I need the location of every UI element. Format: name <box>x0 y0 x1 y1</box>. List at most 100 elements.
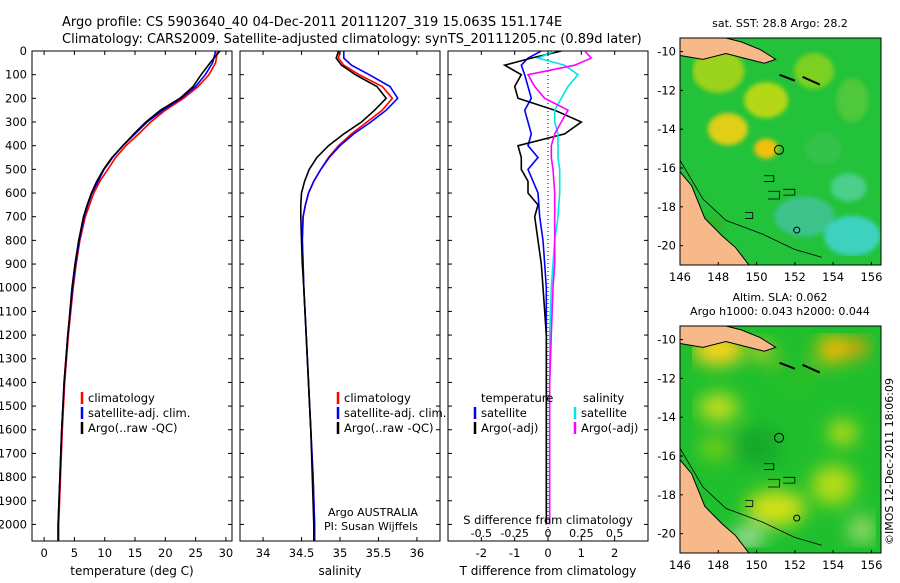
sst-map-axes: 146 148 150 152 154 156 -10 -12 -14 -16 -18 -20 <box>657 45 882 284</box>
map-color-patch <box>848 337 869 358</box>
secondary-marker <box>793 226 801 234</box>
island <box>779 361 796 370</box>
map-x-tick-label: 146 <box>669 558 691 572</box>
profile-temperature-0 <box>57 51 219 541</box>
temperature-legend: climatology satellite-adj. clim. Argo(..… <box>80 391 190 435</box>
map-color-patch <box>744 82 789 119</box>
sst-map-frame <box>679 37 882 266</box>
sla-map <box>680 326 881 553</box>
map-color-patch <box>824 215 881 256</box>
x-tick-label: 0 <box>544 546 551 560</box>
map-color-patch <box>707 113 748 146</box>
reef-outline <box>768 190 780 200</box>
x-tick-label: 2 <box>611 546 618 560</box>
depth-tick-label: 1800 <box>0 470 27 484</box>
temperature-profile-lines <box>57 51 221 541</box>
map-color-patch <box>698 393 739 422</box>
new-guinea-land <box>680 326 777 352</box>
sla-map-axes: 146 148 150 152 154 156 -10 -12 -14 -16 -18 -20 <box>657 333 882 572</box>
depth-tick-label: 100 <box>5 68 27 82</box>
map-color-patch <box>745 490 806 527</box>
map-color-patch <box>836 78 869 123</box>
depth-tick-label: 1300 <box>0 352 27 366</box>
map-y-tick-label: -20 <box>657 239 676 253</box>
temperature-xlabel: temperature (deg C) <box>70 564 193 578</box>
sal-legend-argo: Argo(..raw -QC) <box>344 421 434 435</box>
map-x-tick-label: 150 <box>746 270 768 284</box>
map-x-tick-label: 148 <box>707 558 729 572</box>
argo-position-marker <box>774 432 785 443</box>
profile-differences-1 <box>502 51 583 525</box>
map-y-tick-label: -12 <box>657 371 676 385</box>
x-tick-label: -1 <box>509 546 520 560</box>
profile-differences-3 <box>526 51 593 525</box>
australia-land <box>680 171 750 265</box>
sal-legend-sat: satellite-adj. clim. <box>344 406 446 420</box>
legend-s-argo: Argo(-adj) <box>581 421 638 435</box>
difference-profile-lines <box>502 51 593 541</box>
reef-outline <box>764 463 775 470</box>
x-tick-label: 34 <box>256 546 271 560</box>
x-axis-ticks: 0 5 10 15 20 25 30 34 34.5 35 35.5 36 -2 -1 0 1 2 -0.5 -0.… <box>40 51 623 560</box>
s-tick-label: -0.5 <box>471 527 492 540</box>
legend-clim: climatology <box>88 391 155 405</box>
legend-temperature-title: temperature <box>481 391 553 405</box>
map-x-tick-label: 156 <box>860 270 882 284</box>
salinity-xlabel: salinity <box>318 564 361 578</box>
depth-tick-label: 800 <box>5 233 27 247</box>
map-x-tick-label: 156 <box>860 558 882 572</box>
x-tick-label: 30 <box>219 546 234 560</box>
depth-tick-label: 1900 <box>0 494 27 508</box>
float-owner: Argo AUSTRALIA <box>328 506 418 519</box>
map-y-tick-label: -20 <box>657 527 676 541</box>
map-color-patch <box>692 48 745 93</box>
map-y-tick-label: -12 <box>657 83 676 97</box>
map-x-tick-label: 152 <box>784 270 806 284</box>
sst-map <box>680 38 881 265</box>
depth-tick-label: 1400 <box>0 375 27 389</box>
map-color-patch <box>732 426 781 467</box>
depth-tick-label: 1100 <box>0 304 27 318</box>
argo-position-marker <box>774 144 785 155</box>
legend-t-satellite: satellite <box>481 406 527 420</box>
map-x-tick-label: 150 <box>746 558 768 572</box>
map-y-tick-label: -16 <box>657 449 676 463</box>
header-line-2: Climatology: CARS2009. Satellite-adjuste… <box>62 32 642 47</box>
legend-argo: Argo(..raw -QC) <box>88 421 178 435</box>
profile-salinity-0 <box>301 51 394 541</box>
x-tick-label: 36 <box>410 546 425 560</box>
x-tick-label: 35 <box>333 546 348 560</box>
shelf-contour <box>680 448 822 546</box>
island <box>779 73 796 82</box>
x-tick-label: 5 <box>71 546 78 560</box>
sst-map-title: sat. SST: 28.8 Argo: 28.2 <box>712 17 848 30</box>
depth-tick-label: 300 <box>5 115 27 129</box>
map-color-patch <box>817 335 850 364</box>
x-tick-label: 1 <box>578 546 585 560</box>
x-tick-label: 34.5 <box>289 546 315 560</box>
sla-map-frame <box>679 325 882 554</box>
depth-tick-label: 500 <box>5 162 27 176</box>
shelf-contour <box>680 160 822 258</box>
x-tick-label: 20 <box>158 546 173 560</box>
australia-land <box>680 459 750 553</box>
x-tick-label: 25 <box>188 546 203 560</box>
map-color-patch <box>700 436 729 461</box>
salinity-legend: climatology satellite-adj. clim. Argo(..… <box>324 391 446 533</box>
map-color-patch <box>754 138 779 159</box>
map-color-patch <box>830 173 867 202</box>
depth-tick-label: 400 <box>5 139 27 153</box>
reef-outline <box>768 478 780 488</box>
s-tick-label: -0.25 <box>500 527 528 540</box>
reef-outline <box>783 476 796 484</box>
x-tick-label: 10 <box>97 546 112 560</box>
depth-tick-label: 2000 <box>0 517 27 531</box>
new-guinea-land <box>680 38 777 64</box>
profile-differences-2 <box>535 51 580 525</box>
sal-legend-clim: climatology <box>344 391 411 405</box>
sla-map-title-2: Argo h1000: 0.043 h2000: 0.044 <box>690 305 870 318</box>
depth-tick-label: 900 <box>5 257 27 271</box>
reef-outline <box>745 500 754 507</box>
